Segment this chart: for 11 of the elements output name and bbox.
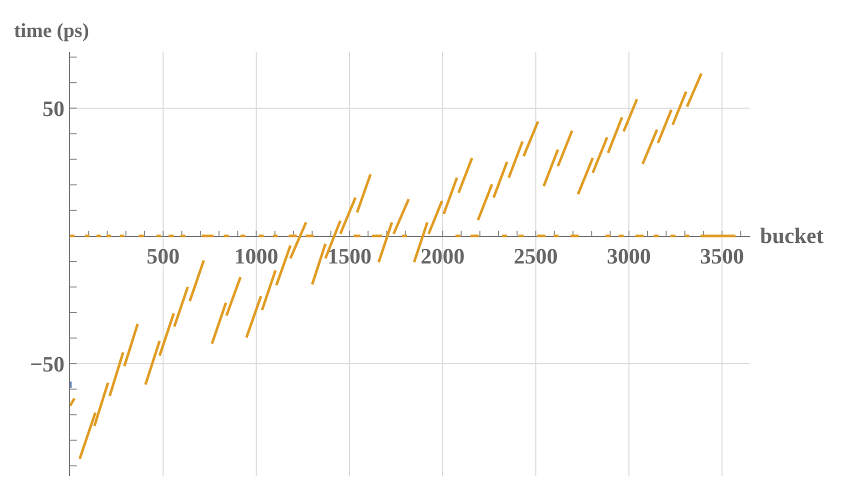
y-tick-label: 50 bbox=[42, 96, 64, 121]
x-tick-label: 2000 bbox=[420, 243, 465, 268]
x-tick-label: 3500 bbox=[700, 243, 744, 268]
x-tick-label: 1500 bbox=[327, 243, 372, 268]
x-axis-title: bucket bbox=[760, 223, 824, 248]
x-tick-label: 500 bbox=[146, 243, 180, 268]
y-tick-label: −50 bbox=[30, 351, 64, 376]
y-axis-title: time (ps) bbox=[14, 20, 89, 42]
x-tick-label: 1000 bbox=[234, 243, 278, 268]
x-tick-label: 2500 bbox=[514, 243, 558, 268]
x-tick-label: 3000 bbox=[606, 243, 651, 268]
